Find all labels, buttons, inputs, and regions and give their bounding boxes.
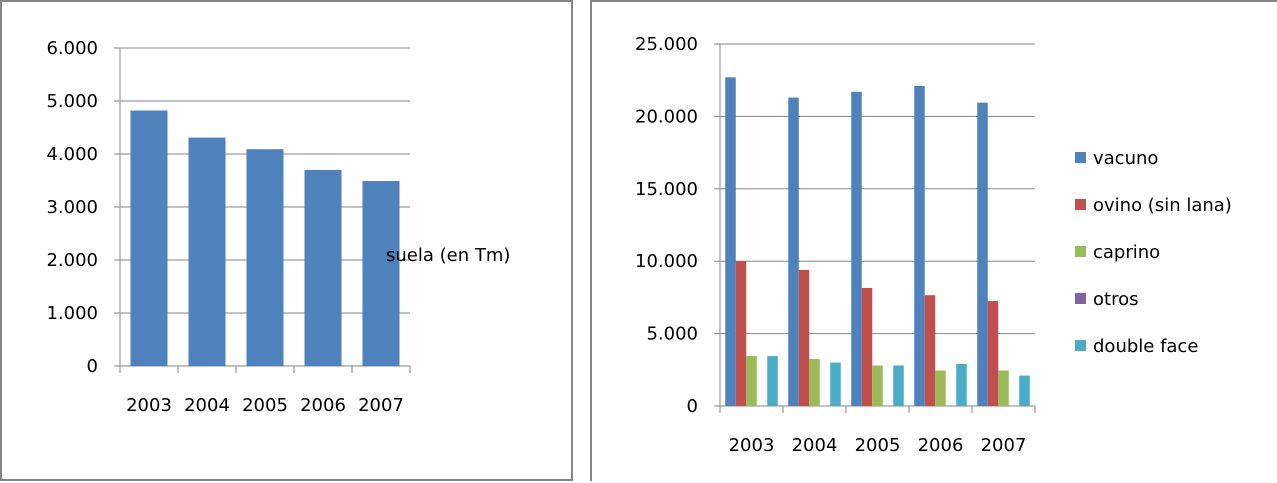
legend-swatch xyxy=(1075,199,1086,210)
x-tick-label: 2007 xyxy=(358,395,404,416)
chart-panel-left: 0 1.000 2.000 3.000 4.000 5.000 6.000 2003 2004 2… xyxy=(0,0,573,481)
bar xyxy=(893,365,904,406)
y-tick-label: 15.000 xyxy=(635,179,698,200)
bar xyxy=(788,97,799,407)
x-tick-label: 2003 xyxy=(126,395,172,416)
bar xyxy=(246,149,284,366)
bar xyxy=(746,356,757,406)
legend-swatch xyxy=(1075,340,1086,351)
y-tick-label: 0 xyxy=(87,356,98,377)
legend-label: vacuno xyxy=(1093,148,1158,169)
bar xyxy=(798,269,810,406)
bar xyxy=(998,370,1009,406)
bar xyxy=(977,102,988,407)
y-tick-label: 2.000 xyxy=(46,250,98,271)
bar xyxy=(987,301,999,406)
bar xyxy=(304,169,342,366)
bar xyxy=(809,358,820,406)
bar xyxy=(362,181,400,366)
bar xyxy=(924,295,936,406)
bar xyxy=(956,364,967,406)
bar xyxy=(861,287,873,406)
legend-label: suela (en Tm) xyxy=(386,245,510,266)
bar xyxy=(188,137,226,366)
y-tick-label: 5.000 xyxy=(46,91,98,112)
x-tick-label: 2004 xyxy=(792,435,838,456)
bar xyxy=(735,261,747,406)
cuero-bar-chart: 0 5.000 10.000 15.000 20.000 25.000 2003 2004 20… xyxy=(635,34,1232,456)
y-tick-label: 0 xyxy=(687,396,698,417)
y-tick-label: 3.000 xyxy=(46,197,98,218)
x-tick-label: 2006 xyxy=(918,435,964,456)
x-tick-label: 2006 xyxy=(300,395,346,416)
x-tick-label: 2005 xyxy=(855,435,901,456)
bar xyxy=(872,365,883,406)
x-tick-label: 2003 xyxy=(729,435,775,456)
y-tick-label: 6.000 xyxy=(46,38,98,59)
legend-label: otros xyxy=(1093,289,1138,310)
legend-swatch xyxy=(1075,293,1086,304)
legend-label: double face xyxy=(1093,336,1198,357)
y-tick-label: 4.000 xyxy=(46,144,98,165)
y-tick-label: 5.000 xyxy=(646,324,698,345)
bar xyxy=(130,110,168,366)
bar xyxy=(935,370,946,406)
x-tick-label: 2004 xyxy=(184,395,230,416)
y-tick-label: 10.000 xyxy=(635,251,698,272)
legend-swatch xyxy=(1075,246,1086,257)
y-tick-label: 1.000 xyxy=(46,303,98,324)
bar xyxy=(851,91,862,406)
suela-bar-chart: 0 1.000 2.000 3.000 4.000 5.000 6.000 2003 2004 2… xyxy=(46,38,510,416)
bar xyxy=(767,356,778,406)
bar xyxy=(725,77,736,406)
legend-label: caprino xyxy=(1093,242,1160,263)
x-tick-label: 2005 xyxy=(242,395,288,416)
legend-swatch xyxy=(1075,152,1086,163)
bar xyxy=(830,362,841,406)
chart-panel-right: 0 5.000 10.000 15.000 20.000 25.000 2003 2004 20… xyxy=(590,0,1277,481)
x-tick-label: 2007 xyxy=(981,435,1027,456)
bar xyxy=(1019,375,1030,406)
bar xyxy=(914,85,925,406)
y-tick-label: 20.000 xyxy=(635,106,698,127)
y-tick-label: 25.000 xyxy=(635,34,698,55)
legend-label: ovino (sin lana) xyxy=(1093,195,1232,216)
